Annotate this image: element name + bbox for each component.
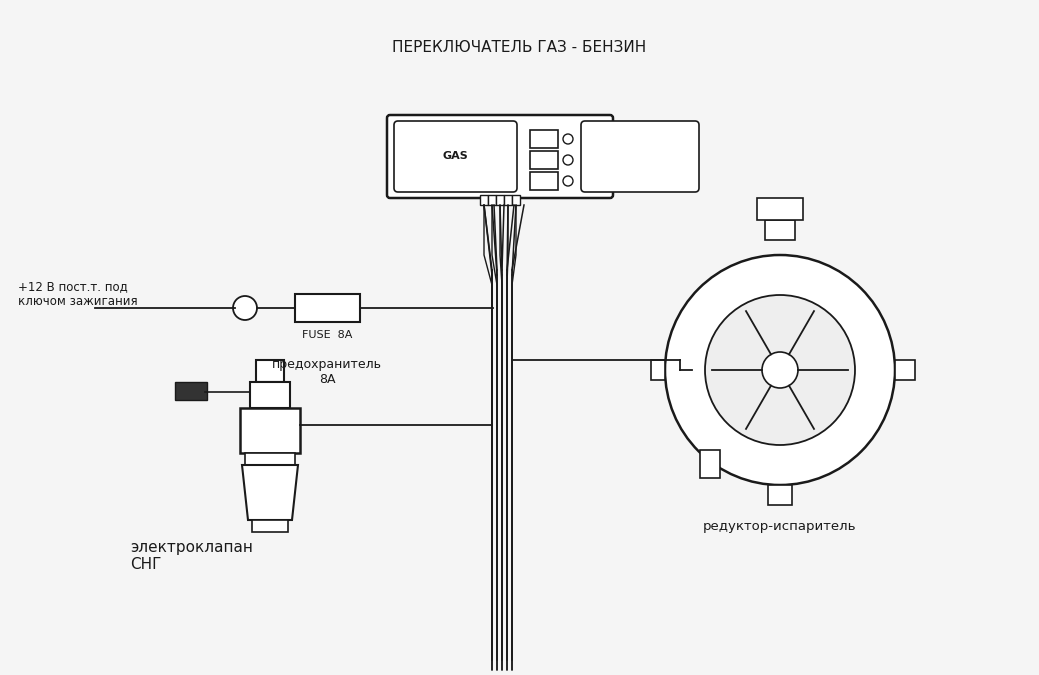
Bar bbox=[895, 360, 915, 380]
Text: ПЕРЕКЛЮЧАТЕЛЬ ГАЗ - БЕНЗИН: ПЕРЕКЛЮЧАТЕЛЬ ГАЗ - БЕНЗИН bbox=[392, 40, 646, 55]
Bar bbox=[175, 382, 207, 400]
Bar bbox=[295, 294, 359, 322]
Text: предохранитель
8А: предохранитель 8А bbox=[272, 358, 382, 386]
Bar bbox=[768, 485, 792, 505]
Bar bbox=[651, 360, 665, 380]
Bar bbox=[700, 450, 720, 478]
Text: электроклапан
СНГ: электроклапан СНГ bbox=[130, 540, 252, 572]
Bar bbox=[250, 382, 290, 408]
Bar bbox=[504, 195, 512, 205]
Bar bbox=[480, 195, 488, 205]
Bar bbox=[256, 360, 284, 382]
Bar bbox=[240, 408, 300, 453]
Text: +12 В пост.т. под
ключом зажигания: +12 В пост.т. под ключом зажигания bbox=[18, 280, 137, 308]
FancyBboxPatch shape bbox=[581, 121, 699, 192]
Bar bbox=[245, 453, 295, 465]
Bar bbox=[488, 195, 496, 205]
FancyBboxPatch shape bbox=[387, 115, 613, 198]
Circle shape bbox=[233, 296, 257, 320]
Polygon shape bbox=[242, 465, 298, 520]
Circle shape bbox=[762, 352, 798, 388]
Circle shape bbox=[563, 176, 572, 186]
Circle shape bbox=[563, 155, 572, 165]
Bar bbox=[496, 195, 504, 205]
Bar bbox=[765, 220, 795, 240]
Circle shape bbox=[705, 295, 855, 445]
Bar bbox=[530, 130, 558, 148]
Circle shape bbox=[563, 134, 572, 144]
Bar bbox=[530, 151, 558, 169]
Text: FUSE  8A: FUSE 8A bbox=[301, 330, 352, 340]
Circle shape bbox=[665, 255, 895, 485]
Bar bbox=[530, 172, 558, 190]
Bar bbox=[512, 195, 520, 205]
Bar bbox=[252, 520, 288, 532]
FancyBboxPatch shape bbox=[394, 121, 517, 192]
Text: редуктор-испаритель: редуктор-испаритель bbox=[703, 520, 857, 533]
Text: GAS: GAS bbox=[443, 151, 468, 161]
Bar bbox=[757, 198, 803, 220]
